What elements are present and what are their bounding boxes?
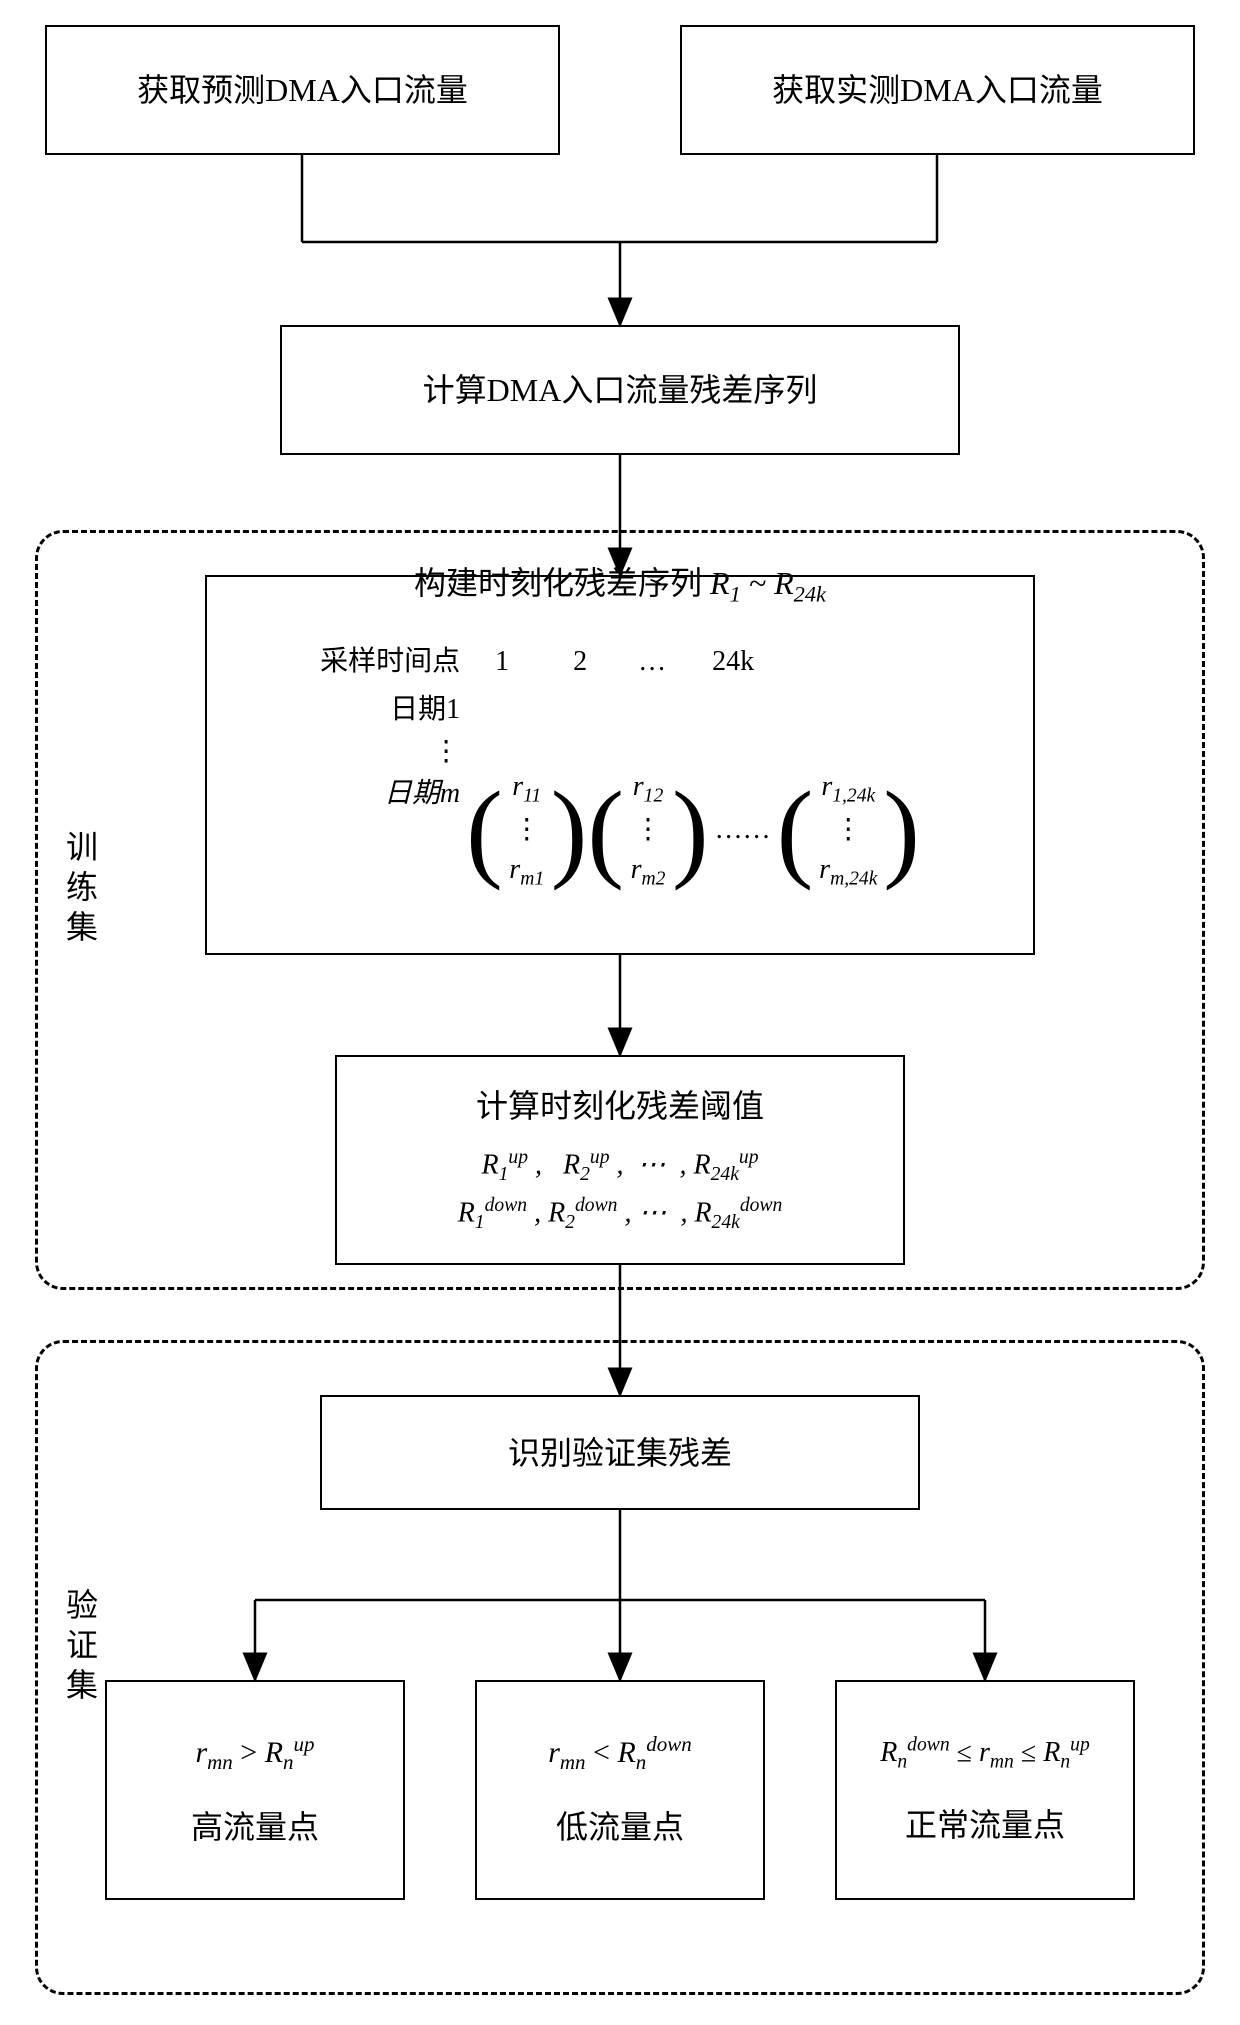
box-predict-input: 获取预测DMA入口流量 — [45, 25, 560, 155]
label: 获取预测DMA入口流量 — [137, 66, 468, 114]
label: 获取实测DMA入口流量 — [772, 66, 1103, 114]
training-set-label: 训练集 — [57, 830, 103, 950]
box-build-temporal-residual: 构建时刻化残差序列 R1 ~ R24k 采样时间点 日期1 ⋮ 日期m 1 — [205, 575, 1035, 955]
title: 计算时刻化残差阈值 — [458, 1082, 783, 1130]
row-down: R1down , R2down , ⋯ , R24kdown — [458, 1190, 783, 1238]
cond: rmn > Rnup — [191, 1729, 319, 1779]
matrix: 1 2 … 24k ( r11⋮rm1 ) ( r12⋮rm2 — [466, 641, 920, 971]
validation-set-label: 验证集 — [57, 1588, 103, 1708]
box-high-flow: rmn > Rnup 高流量点 — [105, 1680, 405, 1900]
box-low-flow: rmn < Rndown 低流量点 — [475, 1680, 765, 1900]
row-up: R1up , R2up , ⋯ , R24kup — [458, 1142, 783, 1190]
box-normal-flow: Rndown ≤ rmn ≤ Rnup 正常流量点 — [835, 1680, 1135, 1900]
box-measure-input: 获取实测DMA入口流量 — [680, 25, 1195, 155]
box-calc-residual: 计算DMA入口流量残差序列 — [280, 325, 960, 455]
label: 低流量点 — [548, 1803, 692, 1851]
title: 构建时刻化残差序列 — [414, 565, 710, 601]
box-threshold: 计算时刻化残差阈值 R1up , R2up , ⋯ , R24kup R1dow… — [335, 1055, 905, 1265]
sample-label: 采样时间点 — [320, 646, 460, 677]
box-identify-residual: 识别验证集残差 — [320, 1395, 920, 1510]
title-math: R1 ~ R24k — [710, 565, 826, 601]
cond: Rndown ≤ rmn ≤ Rnup — [880, 1731, 1089, 1777]
label: 识别验证集残差 — [508, 1429, 732, 1477]
label: 高流量点 — [191, 1803, 319, 1851]
date-col: 日期1 ⋮ 日期m — [320, 689, 460, 815]
cond: rmn < Rndown — [548, 1729, 692, 1779]
label: 正常流量点 — [880, 1801, 1089, 1849]
label: 计算DMA入口流量残差序列 — [423, 366, 818, 414]
